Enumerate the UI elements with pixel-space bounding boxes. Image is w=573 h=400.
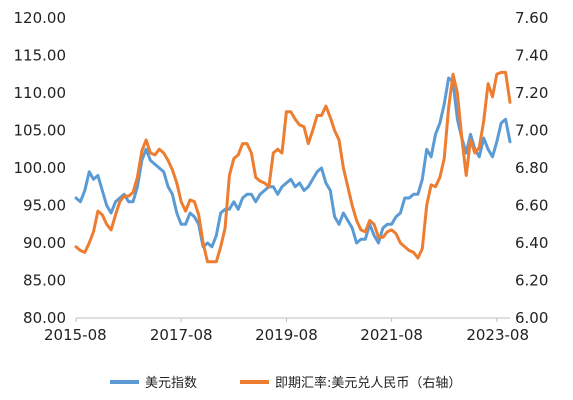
right-tick-label: 6.80 (515, 159, 548, 177)
right-tick-label: 6.60 (515, 197, 548, 215)
x-tick-label: 2021-08 (360, 326, 423, 344)
x-axis-ticks: 2015-08 2017-08 2019-08 2021-08 2023-08 (44, 318, 529, 344)
left-tick-label: 90.00 (23, 234, 66, 252)
right-tick-label: 7.20 (515, 84, 548, 102)
right-axis-ticks: 6.00 6.20 6.40 6.60 6.80 7.00 7.20 7.40 7.60 (515, 9, 548, 327)
left-tick-label: 80.00 (23, 309, 66, 327)
right-tick-label: 7.60 (515, 9, 548, 27)
series-layer (74, 70, 512, 264)
legend-label: 即期汇率:美元兑人民币（右轴） (275, 375, 461, 391)
x-tick-label: 2017-08 (150, 326, 213, 344)
right-tick-label: 6.20 (515, 272, 548, 290)
legend: 美元指数 即期汇率:美元兑人民币（右轴） (110, 375, 461, 391)
left-tick-label: 95.00 (23, 197, 66, 215)
left-tick-label: 120.00 (14, 9, 67, 27)
x-tick-label: 2023-08 (466, 326, 529, 344)
legend-label: 美元指数 (145, 376, 197, 391)
left-tick-label: 100.00 (14, 159, 67, 177)
left-tick-label: 85.00 (23, 272, 66, 290)
right-tick-label: 7.40 (515, 47, 548, 65)
left-tick-label: 115.00 (14, 47, 67, 65)
series-line-dollar-index (74, 76, 512, 249)
right-tick-label: 7.00 (515, 122, 548, 140)
left-tick-label: 110.00 (14, 84, 67, 102)
left-axis-ticks: 80.00 85.00 90.00 95.00 100.00 105.00 110.00 11… (14, 9, 67, 327)
right-tick-label: 6.00 (515, 309, 548, 327)
left-tick-label: 105.00 (14, 122, 67, 140)
right-tick-label: 6.40 (515, 234, 548, 252)
x-tick-label: 2015-08 (44, 326, 107, 344)
x-tick-label: 2019-08 (255, 326, 318, 344)
series-line-usdcny (74, 70, 512, 264)
